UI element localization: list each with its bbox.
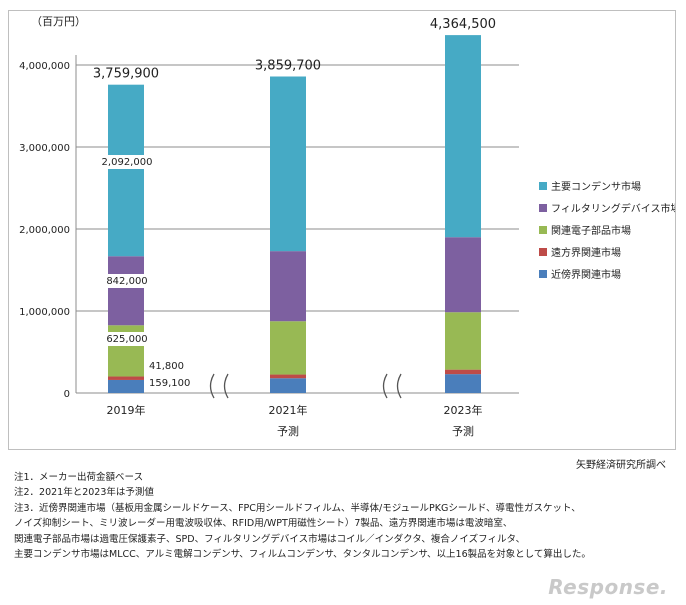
response-logo: Response. [548, 575, 668, 599]
y-tick-label: 2,000,000 [19, 225, 70, 236]
bar-value-label: 159,100 [149, 378, 190, 389]
y-tick-label: 3,000,000 [19, 143, 70, 154]
note-line: 主要コンデンサ市場はMLCC、アルミ電解コンデンサ、フィルムコンデンサ、タンタル… [14, 549, 591, 561]
legend-swatch [539, 248, 547, 256]
value-label-box [94, 155, 160, 169]
legend-swatch [539, 182, 547, 190]
legend-swatch [539, 204, 547, 212]
bar-segment [270, 374, 306, 379]
y-unit-label: （百万円） [31, 15, 86, 28]
y-tick-label: 4,000,000 [19, 61, 70, 72]
bar-value-label: 41,800 [149, 361, 184, 372]
bar-segment [108, 256, 144, 326]
axis-break-mark [209, 373, 215, 399]
value-label-box [100, 332, 154, 346]
note-line: 注3．近傍界関連市場（基板用金属シールドケース、FPC用シールドフィルム、半導体… [14, 502, 581, 514]
note-line: ノイズ抑制シート、ミリ波レーダー用電波吸収体、RFID用/WPT用磁性シート）7… [14, 518, 513, 530]
bar-segment [108, 376, 144, 380]
bar-segment [445, 374, 481, 393]
value-label-box [100, 274, 154, 288]
bar-segment [270, 251, 306, 322]
bar-segment [108, 84, 144, 257]
note-line: 関連電子部品市場は過電圧保護素子、SPD、フィルタリングデバイス市場はコイル／イ… [14, 533, 526, 545]
bar-segment [270, 321, 306, 375]
bar-segment [270, 76, 306, 252]
stacked-bar-chart: （百万円） 0 1,000,000 2,000,000 3,000,000 4,000,0… [19, 15, 680, 438]
legend-label: 関連電子部品市場 [551, 224, 631, 237]
legend-label: フィルタリングデバイス市場 [551, 202, 675, 215]
bar-segment [445, 35, 481, 238]
note-line: 注2．2021年と2023年は予測値 [14, 487, 154, 499]
axis-break-mark [396, 373, 402, 399]
bar-value-label: 2,092,000 [102, 157, 153, 168]
axis-break-mark [223, 373, 229, 399]
bar-segment [445, 237, 481, 313]
bar-segment [270, 378, 306, 393]
axis-break-mark [382, 373, 388, 399]
bar-value-label: 625,000 [106, 334, 147, 345]
y-tick-label: 0 [64, 389, 70, 400]
y-tick-label: 1,000,000 [19, 307, 70, 318]
legend-label: 主要コンデンサ市場 [551, 180, 641, 193]
x-category-sublabel: 予測 [452, 424, 474, 438]
chart-frame: （百万円） 0 1,000,000 2,000,000 3,000,000 4,000,0… [8, 10, 681, 450]
notes: 注1．メーカー出荷金額ベース 注2．2021年と2023年は予測値 注3．近傍界… [14, 470, 674, 562]
bar-segment [445, 312, 481, 370]
x-category-label: 2021年 [269, 403, 308, 417]
bar-total-label: 3,859,700 [255, 59, 321, 74]
legend-swatch [539, 270, 547, 278]
x-category-label: 2019年 [107, 403, 146, 417]
bar-segment [445, 369, 481, 375]
legend-swatch [539, 226, 547, 234]
bar-total-label: 3,759,900 [93, 67, 159, 82]
bar-value-label: 842,000 [106, 276, 147, 287]
legend-label: 近傍界関連市場 [551, 268, 621, 281]
legend-label: 遠方界関連市場 [551, 246, 621, 259]
note-line: 注1．メーカー出荷金額ベース [14, 472, 144, 483]
bar-total-label: 4,364,500 [430, 17, 496, 32]
source-credit: 矢野経済研究所調べ [576, 460, 666, 471]
bar-segment [108, 379, 144, 393]
x-category-label: 2023年 [444, 403, 483, 417]
x-category-sublabel: 予測 [277, 424, 299, 438]
